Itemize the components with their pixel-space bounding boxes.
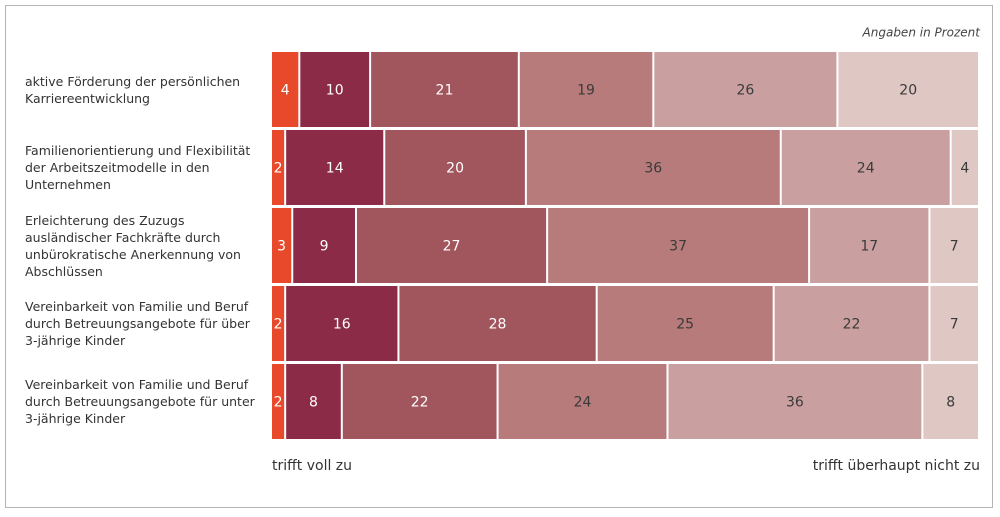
- value-label: 24: [857, 161, 875, 177]
- bar-segment: [930, 286, 978, 361]
- value-label: 9: [320, 239, 329, 255]
- bar-segment: [356, 208, 547, 283]
- bar-segment: [548, 208, 809, 283]
- value-label: 2: [274, 395, 283, 411]
- bar-segment: [519, 52, 653, 127]
- value-label: 26: [736, 83, 754, 99]
- bar-segment: [810, 208, 929, 283]
- bar-segment: [286, 286, 398, 361]
- value-label: 17: [860, 239, 878, 255]
- value-label: 22: [411, 395, 429, 411]
- value-label: 8: [946, 395, 955, 411]
- bar-segment: [668, 364, 922, 439]
- bar-segment: [286, 364, 341, 439]
- bar-segment: [385, 130, 525, 205]
- value-label: 36: [644, 161, 662, 177]
- bar-segment: [399, 286, 596, 361]
- value-label: 20: [899, 83, 917, 99]
- value-label: 21: [436, 83, 454, 99]
- bar-segment: [498, 364, 667, 439]
- value-label: 24: [574, 395, 592, 411]
- category-label: Vereinbarkeit von Familie und Beruf durc…: [25, 377, 255, 426]
- annotation: Angaben in Prozent: [862, 26, 982, 40]
- value-label: 27: [443, 239, 461, 255]
- bar-segment: [923, 364, 978, 439]
- category-label: aktive Förderung der persönlichen Karrie…: [25, 73, 241, 106]
- bar-segment: [781, 130, 950, 205]
- value-label: 7: [950, 317, 959, 333]
- value-label: 14: [326, 161, 344, 177]
- frame: [5, 5, 993, 508]
- bar-segment: [342, 364, 497, 439]
- scale-end-label: trifft überhaupt nicht zu: [813, 458, 980, 474]
- value-label: 20: [446, 161, 464, 177]
- bar-segment: [597, 286, 773, 361]
- bar-segment: [371, 52, 518, 127]
- value-label: 7: [950, 239, 959, 255]
- value-label: 22: [843, 317, 861, 333]
- bar-segment: [774, 286, 929, 361]
- value-label: 2: [274, 317, 283, 333]
- bar-segment: [286, 130, 384, 205]
- bar-segment: [300, 52, 370, 127]
- value-label: 2: [274, 161, 283, 177]
- value-label: 8: [309, 395, 318, 411]
- value-label: 3: [277, 239, 286, 255]
- bar-segment: [293, 208, 355, 283]
- bar-segment: [951, 130, 978, 205]
- bar-segment: [654, 52, 837, 127]
- bar-segment: [272, 286, 285, 361]
- category-label: Erleichterung des Zuzugs ausländischer F…: [25, 212, 241, 279]
- value-label: 10: [326, 83, 344, 99]
- bar-segment: [272, 52, 299, 127]
- value-label: 16: [333, 317, 351, 333]
- bar-segment: [838, 52, 978, 127]
- category-label: Familienorientierung und Flexibilität de…: [25, 143, 251, 192]
- bar-segment: [272, 364, 285, 439]
- value-label: 25: [676, 317, 694, 333]
- value-label: 19: [577, 83, 595, 99]
- value-label: 28: [489, 317, 507, 333]
- bar-segment: [930, 208, 978, 283]
- bar-segment: [272, 130, 285, 205]
- category-label: Vereinbarkeit von Familie und Beruf durc…: [25, 299, 250, 348]
- value-label: 4: [281, 83, 290, 99]
- bar-segment: [272, 208, 292, 283]
- scale-start-label: trifft voll zu: [272, 458, 352, 474]
- value-label: 36: [786, 395, 804, 411]
- bar-segment: [526, 130, 780, 205]
- value-label: 37: [669, 239, 687, 255]
- value-label: 4: [960, 161, 969, 177]
